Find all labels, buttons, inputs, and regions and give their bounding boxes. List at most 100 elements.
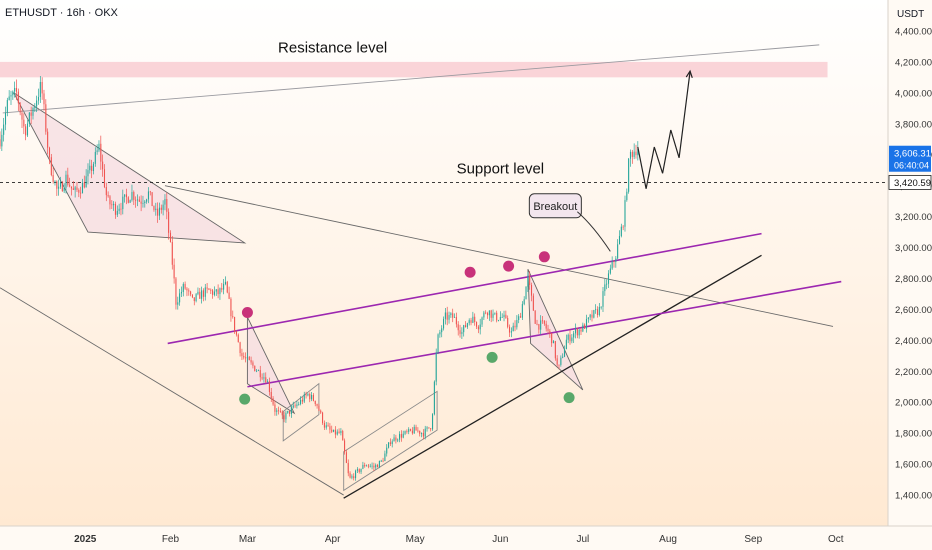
currency-label[interactable]: USDT <box>897 9 924 20</box>
resistance-level-label: Resistance level <box>278 40 387 57</box>
candle-body <box>556 358 558 365</box>
candle-body <box>375 464 377 468</box>
candle <box>294 403 296 408</box>
candle-body <box>307 393 309 396</box>
candle-body <box>87 170 89 177</box>
candle <box>618 230 621 245</box>
candle <box>558 364 560 370</box>
candle-body <box>89 165 91 171</box>
candle <box>69 177 71 188</box>
candle <box>472 311 474 324</box>
candle <box>45 99 47 135</box>
candle-body <box>386 447 388 454</box>
candle-body <box>215 289 217 292</box>
candle-body <box>276 410 278 412</box>
candle-body <box>155 208 157 210</box>
trend-line-6 <box>247 280 842 388</box>
candle-body <box>182 283 184 292</box>
candle <box>208 287 210 291</box>
candle <box>131 184 133 202</box>
candle-body <box>369 465 371 467</box>
candle <box>180 286 182 297</box>
candle-body <box>164 199 166 205</box>
candle-body <box>552 341 555 344</box>
candle <box>305 391 307 399</box>
pivot-high-marker <box>503 260 515 272</box>
candle <box>226 280 228 294</box>
candle <box>362 461 364 470</box>
candle <box>221 282 223 293</box>
x-tick-label: Jun <box>492 534 508 545</box>
candle <box>199 287 201 299</box>
candle-body <box>8 96 10 101</box>
candle <box>111 200 113 209</box>
candle <box>338 428 340 434</box>
candle <box>514 320 516 332</box>
candle <box>360 468 362 475</box>
candle <box>26 119 29 138</box>
candle-body <box>477 326 479 330</box>
candle-body <box>186 288 188 291</box>
candle-body <box>558 364 560 366</box>
candle <box>160 204 162 214</box>
pivot-high-marker <box>241 307 253 319</box>
candle-body <box>615 258 617 262</box>
candle-body <box>430 428 432 430</box>
candle <box>87 163 89 185</box>
candle-body <box>399 434 401 440</box>
candle <box>171 236 173 270</box>
symbol-title[interactable]: ETHUSDT · 16h · OKX <box>5 7 119 19</box>
candle <box>263 372 265 383</box>
candle <box>34 103 36 112</box>
candle-body <box>25 126 27 136</box>
candle-body <box>602 291 604 307</box>
projection-layer <box>637 69 693 189</box>
candle-body <box>439 332 441 335</box>
candle-body <box>256 370 258 372</box>
candle-body <box>635 151 637 156</box>
triangle-pattern-2 <box>246 316 296 415</box>
candle <box>433 380 435 416</box>
candle <box>190 290 192 297</box>
candle-body <box>340 431 342 433</box>
candle-body <box>574 329 577 334</box>
support-price-value: 3,420.59 <box>894 178 931 189</box>
candle-body <box>102 161 104 170</box>
breakout-callout-pointer <box>577 211 611 252</box>
candle-body <box>36 100 38 107</box>
candle-body <box>232 316 234 318</box>
candle-body <box>125 194 128 198</box>
candle <box>272 396 274 406</box>
y-tick-label: 3,000.00 <box>895 243 932 254</box>
candle-body <box>492 313 494 318</box>
candle-body <box>576 329 578 336</box>
candle-body <box>521 304 523 318</box>
candle <box>230 297 232 322</box>
candle-body <box>424 428 426 437</box>
candle <box>17 88 19 112</box>
candle-body <box>488 310 490 316</box>
x-axis: 2025 Feb Mar Apr May Jun Jul Aug Sep Oct <box>74 534 844 545</box>
candle <box>431 413 434 431</box>
candle <box>250 356 252 365</box>
candle-body <box>549 330 551 334</box>
candle <box>507 315 509 329</box>
candle <box>331 425 333 433</box>
candle-body <box>59 182 62 187</box>
candle-body <box>100 143 102 162</box>
candle-body <box>426 427 428 429</box>
candle-body <box>629 151 632 159</box>
trend-line-5 <box>167 232 762 345</box>
candle <box>118 203 120 215</box>
candle-body <box>347 462 349 474</box>
candle-body <box>529 275 531 286</box>
candle <box>400 430 402 442</box>
candle <box>549 328 551 338</box>
candle-body <box>410 429 412 431</box>
candle-body <box>195 294 197 302</box>
candle <box>202 288 204 302</box>
candle-body <box>554 341 556 359</box>
candle <box>8 90 10 101</box>
